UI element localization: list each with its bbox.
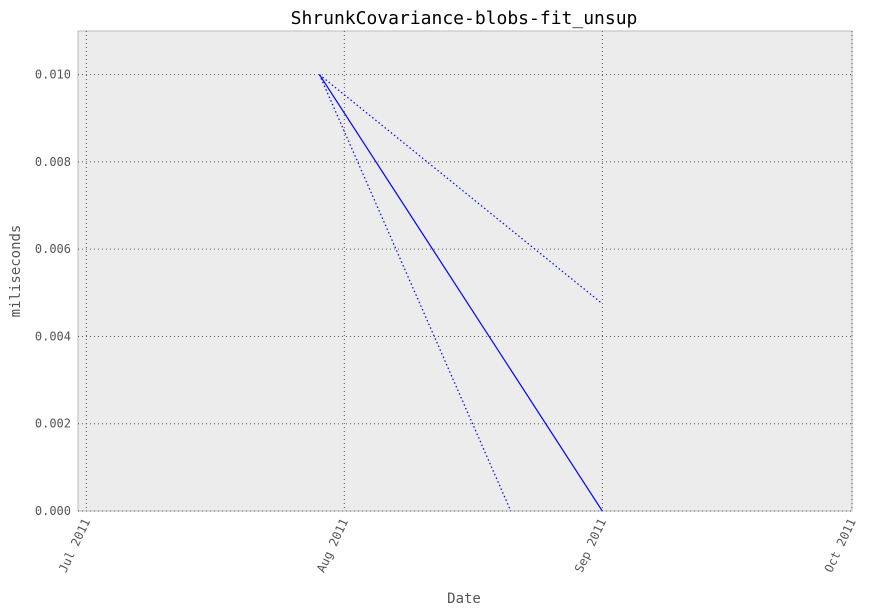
x-axis-label: Date: [447, 591, 481, 607]
y-tick-label: 0.000: [35, 504, 71, 518]
y-tick-label: 0.004: [35, 329, 71, 343]
series-line-dotted: [319, 74, 603, 305]
series-lines: [318, 74, 603, 512]
series-line-solid: [318, 74, 603, 512]
x-tick-label: Jul 2011: [56, 516, 93, 574]
y-tick-label: 0.002: [35, 417, 71, 431]
y-tick-label: 0.010: [35, 68, 71, 82]
x-tick-label: Sep 2011: [572, 516, 609, 574]
y-axis-label: miliseconds: [8, 225, 24, 318]
y-axis-ticks: 0.000 0.002 0.004 0.006 0.008 0.010: [35, 68, 71, 518]
y-tick-label: 0.006: [35, 242, 71, 256]
series-line-dotted: [318, 74, 512, 512]
x-tick-label: Oct 2011: [822, 516, 859, 574]
y-tick-label: 0.008: [35, 155, 71, 169]
x-tick-label: Aug 2011: [314, 516, 351, 574]
chart-title: ShrunkCovariance-blobs-fit_unsup: [291, 8, 638, 29]
x-axis-ticks: Jul 2011 Aug 2011 Sep 2011 Oct 2011: [56, 516, 859, 574]
gridlines: [78, 31, 853, 512]
plot-area: [77, 30, 853, 512]
